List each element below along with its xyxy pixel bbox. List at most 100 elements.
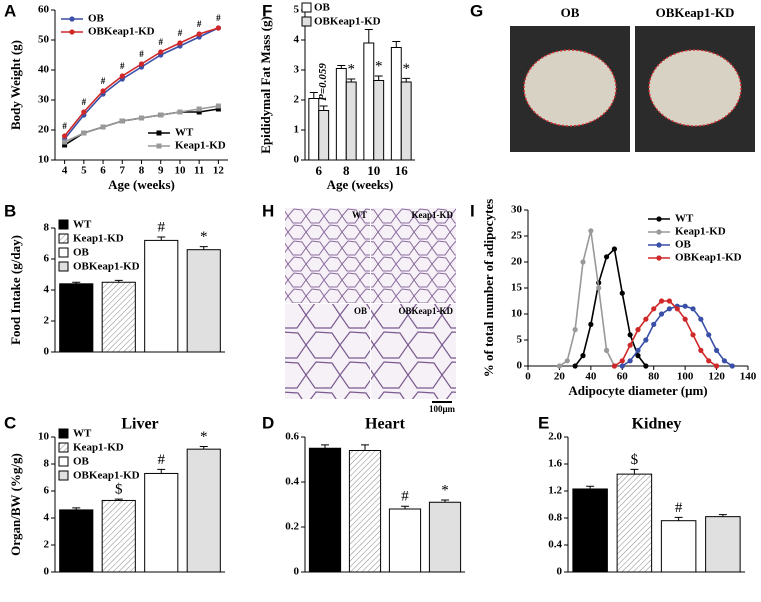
point	[556, 363, 563, 369]
panel-letter: I	[470, 201, 475, 220]
legend-label: WT	[175, 127, 194, 139]
legend-swatch	[58, 456, 69, 467]
significance-mark: #	[62, 121, 67, 131]
legend-label: OBKeap1-KD	[314, 16, 381, 28]
histology-label: OB	[354, 306, 367, 316]
point	[603, 347, 610, 353]
error-bar	[361, 444, 369, 451]
significance-mark: #	[675, 500, 683, 516]
x-tick-label: 9	[158, 165, 164, 177]
significance-mark: #	[82, 97, 87, 107]
legend-marker	[656, 242, 662, 248]
y-tick-label: 4	[44, 284, 50, 296]
point	[580, 259, 586, 265]
photo-label: OB	[561, 5, 580, 20]
y-tick-label: 0	[294, 566, 300, 578]
y-tick-label: 0	[44, 346, 50, 358]
y-tick-label: 0	[44, 566, 50, 578]
significance-mark: #	[158, 37, 163, 47]
y-tick-label: 25	[511, 230, 523, 242]
point	[100, 88, 106, 94]
histology-label: Keap1-KD	[412, 210, 454, 220]
error-bar	[364, 29, 373, 43]
y-axis-label: Food Intake (g/day)	[8, 235, 23, 345]
y-tick-label: 4	[44, 512, 50, 524]
point	[611, 363, 618, 369]
y-tick-label: 40	[38, 64, 50, 76]
y-tick-label: 10	[38, 431, 50, 443]
y-tick-label: 5	[517, 334, 523, 346]
point	[611, 246, 618, 252]
histology-image	[285, 208, 370, 303]
significance-mark: *	[347, 61, 355, 77]
point	[713, 363, 720, 369]
point	[100, 124, 106, 130]
legend-swatch	[58, 219, 69, 230]
y-axis-label: Epididymal Fat Mass (g)	[258, 16, 273, 154]
y-tick-label: 0.8	[548, 512, 562, 524]
series-line	[613, 300, 718, 367]
point	[698, 347, 704, 353]
chart-title: Kidney	[632, 416, 682, 433]
x-tick-label: 140	[740, 371, 757, 383]
point	[81, 109, 87, 115]
y-tick-label: 20	[38, 124, 50, 136]
point	[580, 353, 586, 359]
bar	[345, 81, 357, 161]
y-tick-label: 8	[44, 458, 50, 470]
panel-letter: D	[262, 413, 274, 432]
legend-swatch	[58, 247, 69, 258]
legend-swatch	[301, 2, 312, 13]
y-tick-label: 0.2	[285, 521, 299, 533]
significance-mark: *	[200, 429, 208, 445]
legend-label: WT	[73, 428, 92, 440]
point	[119, 73, 125, 79]
error-bar	[374, 75, 383, 81]
panel-letter: H	[262, 201, 274, 220]
point	[596, 285, 602, 291]
significance-mark: #	[216, 13, 221, 23]
point	[603, 254, 610, 260]
bar	[101, 499, 136, 573]
point	[635, 353, 641, 359]
point	[81, 130, 87, 136]
histology-label: OBKeap1-KD	[398, 306, 453, 316]
point	[627, 358, 633, 364]
y-tick-label: 30	[511, 204, 523, 216]
bar	[616, 473, 653, 573]
histology-image	[285, 304, 370, 399]
legend-label: OB	[73, 456, 90, 468]
series-line	[574, 247, 647, 367]
legend-swatch	[58, 442, 69, 453]
x-axis-label: Age (weeks)	[327, 177, 394, 192]
y-tick-label: 0	[557, 566, 563, 578]
y-axis-label: % of total number of adipocytes	[481, 199, 496, 378]
error-bar	[586, 485, 595, 489]
error-bar	[199, 246, 208, 250]
bar	[428, 501, 462, 573]
x-tick-label: 10	[174, 165, 186, 177]
point	[158, 112, 164, 118]
point	[588, 321, 594, 327]
legend-label: OB	[88, 13, 105, 25]
chart-title: Liver	[121, 416, 158, 433]
bar	[572, 488, 608, 573]
y-tick-label: 10	[511, 308, 523, 320]
error-bar	[337, 65, 346, 69]
significance-mark: #	[101, 76, 106, 86]
point	[158, 49, 164, 55]
point	[651, 321, 657, 327]
legend-label: OBKeap1-KD	[675, 252, 742, 264]
point	[643, 316, 649, 322]
error-bar	[347, 78, 356, 82]
point	[666, 298, 673, 304]
point	[564, 358, 570, 364]
error-bar	[630, 468, 639, 475]
legend-swatch	[301, 16, 312, 27]
legend-label: OB	[675, 239, 692, 251]
significance-mark: $	[115, 482, 123, 498]
p-value: P=0.059	[317, 63, 329, 101]
legend-label: OB	[314, 2, 331, 14]
x-tick-label: 120	[708, 371, 725, 383]
point	[177, 109, 183, 115]
